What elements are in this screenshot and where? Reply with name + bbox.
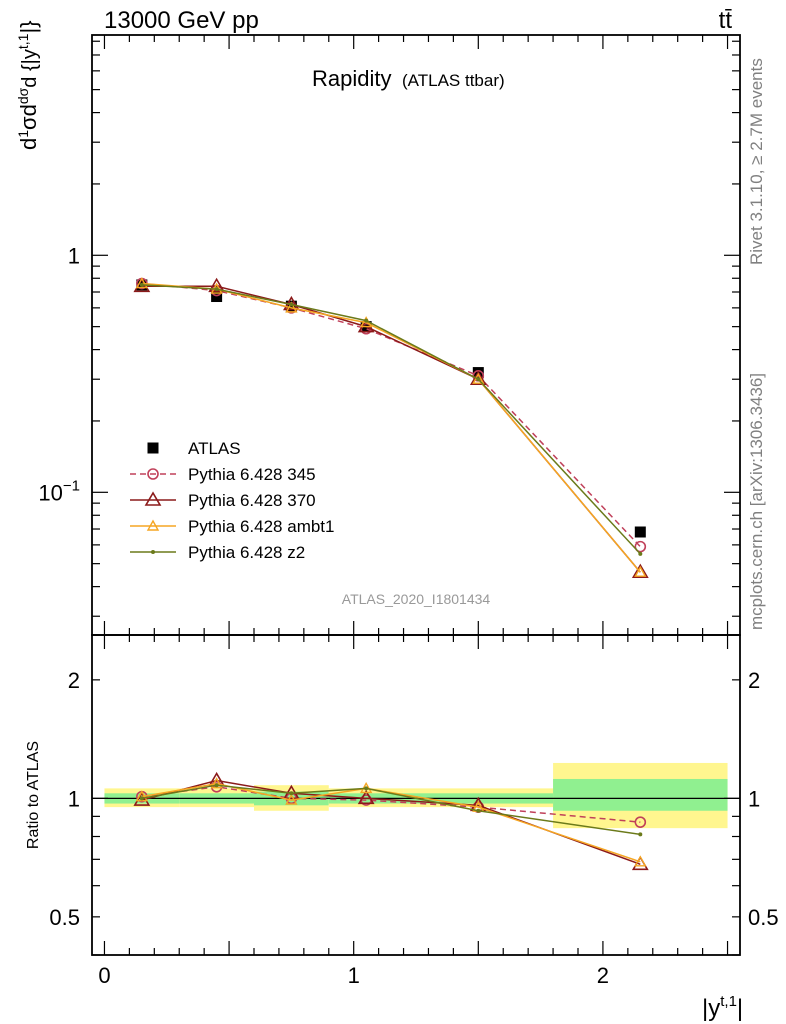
- x-axis-label: |yt,1|: [702, 993, 743, 1022]
- ratio-ytick-label-right: 0.5: [748, 905, 779, 930]
- header-right: tt̄: [719, 7, 733, 34]
- legend-marker-p345: [147, 468, 159, 480]
- ratio-point-ambt1-5: [634, 855, 647, 867]
- main-title-text: Rapidity: [312, 66, 391, 91]
- ratio-line-z2: [141, 784, 641, 836]
- ratio-point-z2-1: [214, 783, 219, 788]
- main-point-z2-2: [289, 302, 294, 307]
- main-point-z2-5: [638, 551, 643, 556]
- ratio-line-p345: [141, 786, 641, 823]
- svg-text:|yt,1|: |yt,1|: [702, 993, 743, 1022]
- legend-label-ambt1: Pythia 6.428 ambt1: [188, 517, 334, 536]
- main-point-p370-1: [208, 277, 226, 293]
- ratio-point-z2-5: [638, 832, 643, 837]
- ratio-point-ambt1-1: [210, 777, 223, 789]
- ratio-point-ambt1-2: [285, 793, 298, 805]
- main-point-atlas-1: [211, 291, 223, 303]
- x-tick-label: 2: [597, 963, 609, 988]
- legend-label-p370: Pythia 6.428 370: [188, 491, 316, 510]
- rivet-label: Rivet 3.1.10, ≥ 2.7M events: [747, 58, 766, 265]
- main-ylabel: d1σddσd {|yt,1|}: [15, 20, 41, 150]
- main-point-ambt1-0: [135, 277, 149, 289]
- main-line-p345: [141, 282, 641, 548]
- main-ytick-label: 1: [68, 243, 80, 268]
- ratio-series-layer: [133, 771, 649, 871]
- ratio-point-z2-0: [139, 796, 144, 801]
- main-point-p370-3: [357, 318, 375, 333]
- ratio-line-ambt1: [141, 782, 641, 863]
- mcplots-label: mcplots.cern.ch [arXiv:1306.3436]: [747, 373, 766, 630]
- main-point-z2-0: [139, 282, 144, 287]
- ratio-ytick-label-right: 2: [748, 668, 760, 693]
- ratio-point-z2-4: [476, 808, 481, 813]
- ratio-ytick-label: 0.5: [49, 905, 80, 930]
- legend-marker-ambt1: [146, 519, 160, 531]
- ratio-frame: [91, 634, 741, 956]
- main-point-ambt1-5: [634, 565, 647, 577]
- x-tick-label: 1: [348, 963, 360, 988]
- legend-label-p345: Pythia 6.428 345: [188, 465, 316, 484]
- ratio-point-ambt1-0: [135, 790, 149, 802]
- main-line-z2: [141, 284, 641, 555]
- main-point-p345-5: [634, 540, 647, 553]
- main-series-layer: [133, 277, 649, 579]
- svg-text:d1σddσd {|yt,1|}: d1σddσd {|yt,1|}: [15, 20, 41, 150]
- ratio-point-z2-2: [289, 791, 294, 796]
- legend-label-z2: Pythia 6.428 z2: [188, 543, 305, 562]
- ratio-panel: 0.5 0.5 1 1 2 2 0 1 2: [49, 634, 779, 988]
- legend: ATLAS Pythia 6.428 345 Pythia 6.428 370 Pyt…: [130, 439, 334, 562]
- x-tick-label: 0: [98, 963, 110, 988]
- main-point-z2-3: [364, 318, 369, 323]
- ratio-ytick-label-right: 1: [748, 786, 760, 811]
- legend-marker-p370: [144, 491, 162, 506]
- ratio-band-inner-5: [553, 778, 728, 811]
- legend-label-atlas: ATLAS: [188, 439, 241, 458]
- ratio-point-p370-3: [357, 789, 375, 805]
- main-point-atlas-5: [634, 526, 646, 538]
- main-point-z2-4: [476, 377, 481, 382]
- main-point-p370-5: [631, 563, 649, 579]
- legend-marker-atlas: [147, 442, 159, 454]
- main-point-z2-1: [214, 287, 219, 292]
- ratio-bands: [104, 762, 728, 829]
- main-title: Rapidity (ATLAS ttbar): [312, 66, 505, 91]
- header-left: 13000 GeV pp: [104, 7, 259, 34]
- main-point-ambt1-2: [285, 301, 298, 313]
- ratio-ylabel: Ratio to ATLAS: [25, 741, 42, 849]
- main-ytick-label: 10−1: [38, 477, 80, 505]
- legend-marker-z2: [151, 550, 155, 554]
- analysis-label: ATLAS_2020_I1801434: [342, 591, 491, 607]
- ratio-point-p345-5: [634, 816, 647, 828]
- ratio-ytick-label: 2: [68, 668, 80, 693]
- ratio-point-z2-3: [364, 786, 369, 791]
- main-subtitle-text: (ATLAS ttbar): [402, 71, 505, 90]
- ratio-ytick-label: 1: [68, 786, 80, 811]
